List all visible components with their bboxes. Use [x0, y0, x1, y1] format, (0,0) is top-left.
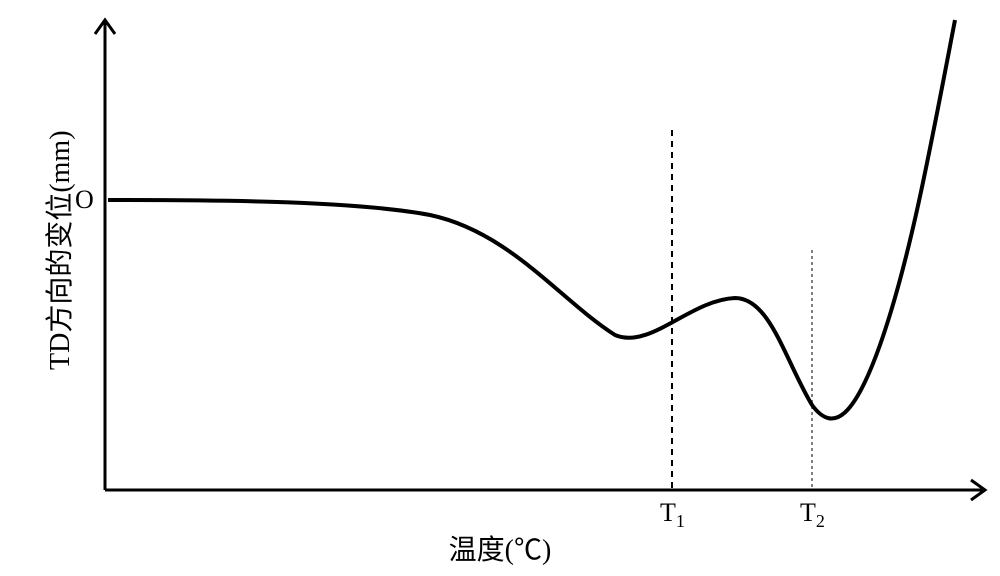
t2-main: T [800, 498, 816, 527]
chart-container: O TD方向的变位(mm) 温度(℃) T1 T2 [0, 0, 1000, 576]
t1-sub: 1 [676, 511, 685, 531]
x-axis-label: 温度(℃) [449, 528, 552, 568]
tick-label-t2: T2 [800, 498, 825, 532]
t2-sub: 2 [816, 511, 825, 531]
t1-main: T [660, 498, 676, 527]
chart-svg [0, 0, 1000, 576]
tick-label-t1: T1 [660, 498, 685, 532]
data-curve [108, 20, 955, 419]
y-axis-label: TD方向的变位(mm) [38, 130, 78, 370]
